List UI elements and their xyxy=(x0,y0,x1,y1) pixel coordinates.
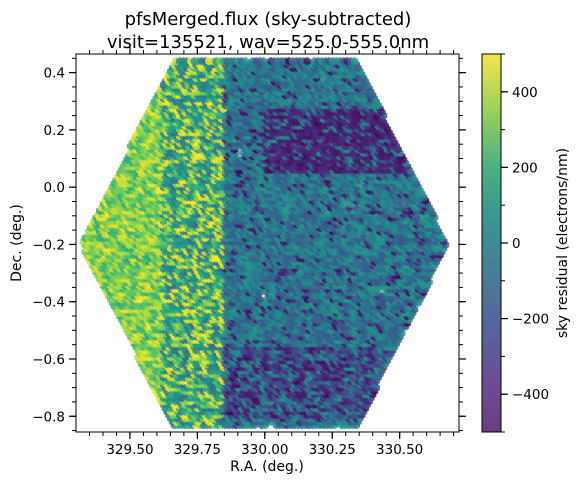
chart-title-line2: visit=135521, wav=525.0-555.0nm xyxy=(107,32,429,53)
data-points xyxy=(79,57,450,430)
chart-title-line1: pfsMerged.flux (sky-subtracted) xyxy=(125,9,412,30)
